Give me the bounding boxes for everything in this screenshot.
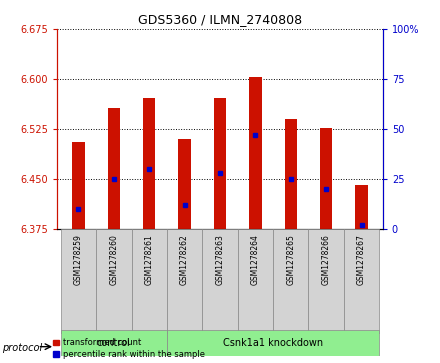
Bar (285, 119, 297, 229)
Text: GSM1278260: GSM1278260 (109, 234, 118, 285)
Text: GSM1278264: GSM1278264 (251, 234, 260, 285)
Bar (61, 229, 96, 334)
Bar (356, 185, 368, 229)
Text: GSM1278261: GSM1278261 (145, 234, 154, 285)
Text: GSM1278263: GSM1278263 (216, 234, 224, 285)
Title: GDS5360 / ILMN_2740808: GDS5360 / ILMN_2740808 (138, 13, 302, 26)
Bar (308, 229, 344, 334)
Text: GSM1278265: GSM1278265 (286, 234, 295, 285)
Text: GSM1278259: GSM1278259 (74, 234, 83, 285)
Bar (108, 107, 120, 229)
Bar (273, 229, 308, 334)
Text: GSM1278262: GSM1278262 (180, 234, 189, 285)
Bar (61, 330, 167, 356)
Text: GSM1278266: GSM1278266 (322, 234, 331, 285)
Bar (320, 128, 332, 229)
Bar (178, 139, 191, 229)
Legend: transformed count, percentile rank within the sample: transformed count, percentile rank withi… (52, 338, 205, 359)
Bar (202, 229, 238, 334)
Text: protocol: protocol (2, 343, 42, 354)
Bar (214, 98, 226, 229)
Bar (249, 77, 262, 229)
Bar (72, 142, 84, 229)
Bar (344, 229, 379, 334)
Text: GSM1278267: GSM1278267 (357, 234, 366, 285)
Text: control: control (97, 338, 131, 348)
Bar (96, 229, 132, 334)
Text: Csnk1a1 knockdown: Csnk1a1 knockdown (223, 338, 323, 348)
Bar (167, 330, 379, 356)
Bar (132, 229, 167, 334)
Bar (238, 229, 273, 334)
Bar (143, 98, 155, 229)
Bar (167, 229, 202, 334)
